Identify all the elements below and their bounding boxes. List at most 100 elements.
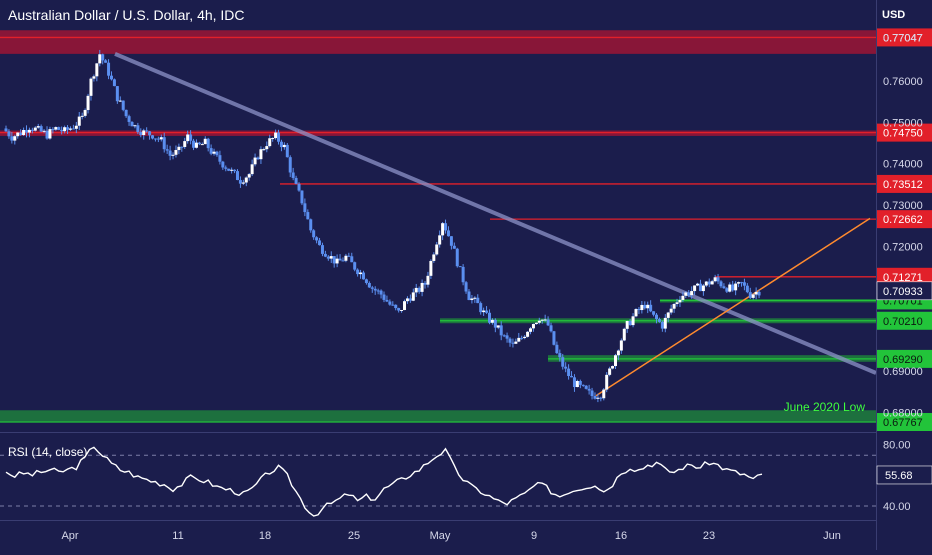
candle-body — [107, 62, 111, 76]
candle-body — [660, 321, 664, 329]
candle-body — [112, 79, 116, 87]
candle-body — [461, 266, 465, 283]
price-label-text: 0.70210 — [883, 316, 923, 328]
rsi-current-bg — [876, 465, 932, 485]
candle-body — [599, 397, 603, 399]
candle-body — [731, 284, 735, 291]
candle-body — [180, 146, 184, 148]
candle-body — [616, 350, 620, 356]
candle-body — [277, 132, 281, 142]
candle-body — [608, 368, 612, 375]
candle-body — [218, 155, 222, 162]
candle-body — [80, 115, 84, 117]
candle-body — [411, 292, 415, 301]
candle-body — [587, 388, 591, 391]
candle-body — [564, 366, 568, 369]
rsi-panel[interactable]: RSI (14, close) — [0, 445, 876, 517]
candle-body — [432, 254, 436, 261]
candle-body — [534, 322, 538, 325]
candle-body — [751, 294, 755, 298]
candle-body — [397, 308, 401, 311]
candle-body — [177, 146, 181, 151]
candle-body — [710, 281, 714, 285]
candle-body — [517, 337, 521, 342]
candle-body — [265, 146, 269, 150]
candle-body — [388, 301, 392, 305]
uptrend-line — [595, 217, 871, 397]
price-panel[interactable]: June 2020 Low — [0, 0, 876, 431]
candle-body — [192, 140, 196, 148]
candle-body — [455, 248, 459, 267]
candle-body — [230, 169, 234, 171]
candle-body — [197, 142, 201, 145]
candle-body — [593, 396, 597, 399]
candle-body — [511, 342, 515, 344]
candle-body — [344, 255, 348, 261]
candle-body — [247, 174, 251, 178]
zone-5 — [0, 410, 876, 422]
candle-body — [36, 126, 40, 128]
candle-body — [356, 269, 360, 275]
candle-body — [739, 282, 743, 284]
candle-body — [719, 281, 723, 287]
candle-body — [584, 385, 588, 389]
candle-body — [51, 129, 55, 131]
candle-body — [675, 302, 679, 304]
candle-body — [115, 86, 119, 102]
candle-body — [341, 260, 345, 262]
candle-body — [640, 304, 644, 311]
candle-body — [256, 157, 260, 160]
price-label-text: 0.72662 — [883, 214, 923, 226]
candle-body — [476, 297, 480, 304]
zone-0 — [0, 30, 876, 54]
candle-body — [139, 132, 143, 136]
candle-body — [540, 319, 544, 321]
candle-body — [332, 256, 336, 264]
candle-body — [520, 337, 524, 339]
currency-label: USD — [882, 9, 905, 21]
candle-body — [171, 154, 175, 156]
rsi-current-text: 55.68 — [885, 470, 913, 482]
candle-body — [294, 177, 298, 184]
price-label-text: 0.67767 — [883, 417, 923, 429]
candle-body — [7, 131, 11, 137]
rsi-label: RSI (14, close) — [8, 445, 87, 459]
time-axis[interactable]: Apr 11 18 25 May 9 16 23 Jun — [61, 530, 840, 542]
candle-body — [400, 310, 404, 312]
candle-body — [109, 75, 113, 80]
price-label-bg — [877, 311, 932, 330]
candle-body — [71, 128, 75, 130]
candle-body — [162, 137, 166, 150]
candle-body — [628, 321, 632, 326]
candle-body — [444, 223, 448, 231]
current-price-text: 0.70933 — [883, 286, 923, 298]
candle-body — [722, 286, 726, 289]
y-tick-0.75000: 0.75000 — [883, 117, 923, 129]
candle-body — [652, 311, 656, 315]
candle-body — [748, 292, 752, 298]
candle-body — [687, 292, 691, 296]
candle-body — [268, 138, 272, 147]
candle-body — [77, 116, 81, 126]
candle-body — [669, 308, 673, 313]
candle-body — [183, 141, 187, 147]
candle-body — [33, 127, 37, 131]
candle-body — [148, 131, 152, 136]
price-label-0.73512: 0.73512 — [877, 174, 932, 193]
candle-body — [734, 283, 738, 291]
candle-body — [737, 282, 741, 284]
price-axis[interactable]: 0.770470.747500.735120.726620.712710.707… — [876, 28, 932, 432]
candle-body — [479, 303, 483, 313]
candle-body — [470, 298, 474, 301]
y-tick-0.69000: 0.69000 — [883, 366, 923, 378]
candle-body — [546, 319, 550, 326]
candle-body — [16, 132, 20, 137]
candle-body — [464, 282, 468, 292]
candle-body — [549, 325, 553, 332]
price-label-0.71271: 0.71271 — [877, 267, 932, 286]
candle-body — [227, 168, 231, 171]
candle-body — [189, 134, 193, 141]
candle-body — [634, 309, 638, 317]
candle-body — [508, 338, 512, 343]
